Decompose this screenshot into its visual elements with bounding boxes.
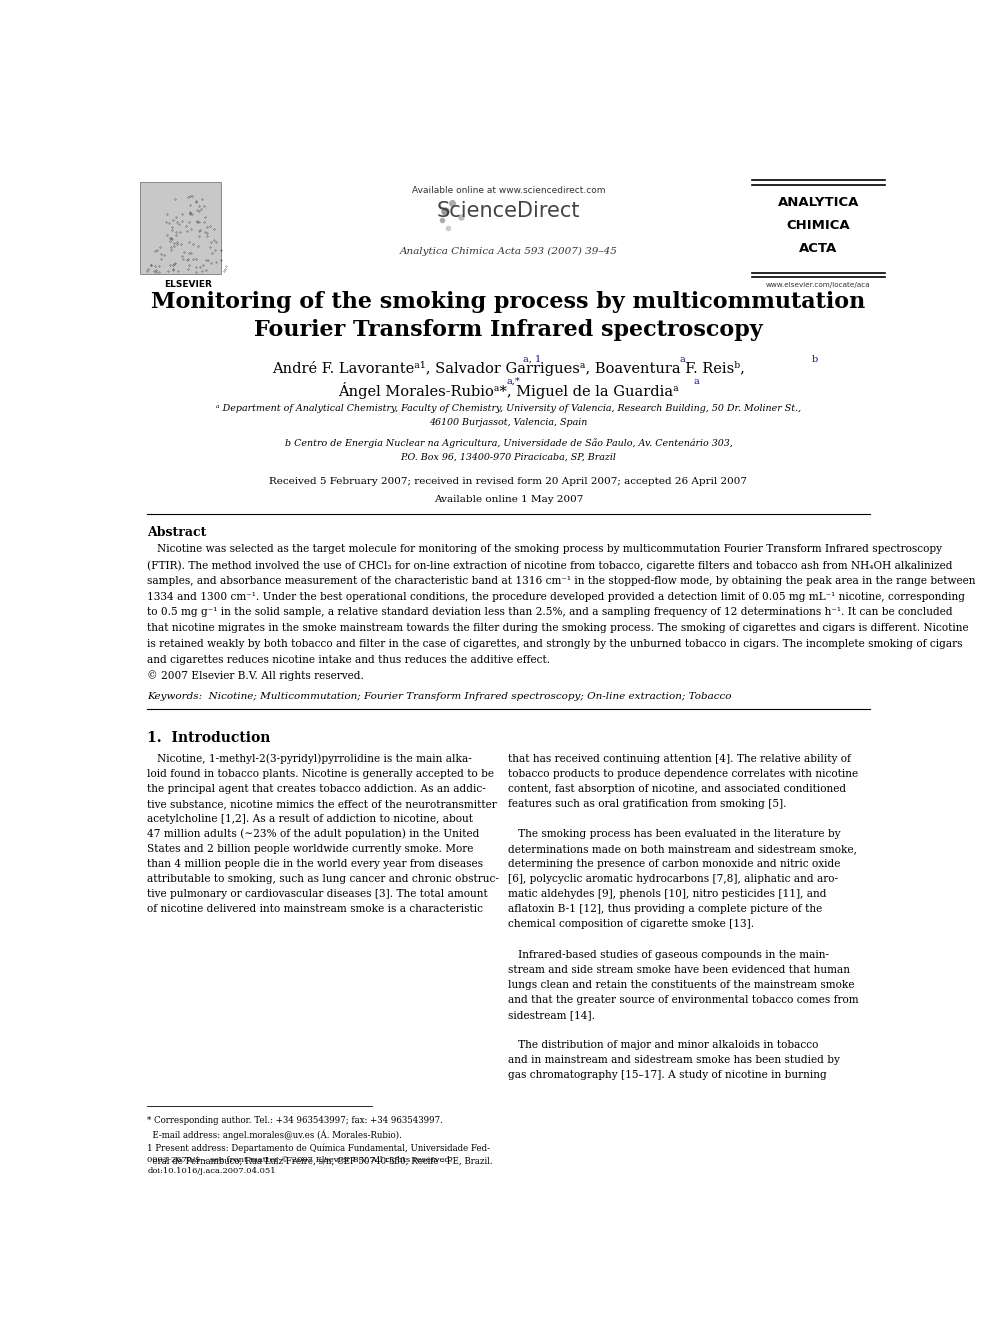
Text: 1.  Introduction: 1. Introduction <box>147 732 271 745</box>
Text: determining the presence of carbon monoxide and nitric oxide: determining the presence of carbon monox… <box>509 859 841 869</box>
Text: sidestream [14].: sidestream [14]. <box>509 1009 595 1020</box>
Text: and in mainstream and sidestream smoke has been studied by: and in mainstream and sidestream smoke h… <box>509 1054 840 1065</box>
Text: features such as oral gratification from smoking [5].: features such as oral gratification from… <box>509 799 787 808</box>
Text: The smoking process has been evaluated in the literature by: The smoking process has been evaluated i… <box>509 830 841 839</box>
Text: P.O. Box 96, 13400-970 Piracicaba, SP, Brazil: P.O. Box 96, 13400-970 Piracicaba, SP, B… <box>401 452 616 462</box>
Text: a,*: a,* <box>506 377 520 386</box>
Text: loid found in tobacco plants. Nicotine is generally accepted to be: loid found in tobacco plants. Nicotine i… <box>147 769 494 779</box>
Text: ScienceDirect: ScienceDirect <box>436 201 580 221</box>
Text: André F. Lavoranteᵃ¹, Salvador Garriguesᵃ, Boaventura F. Reisᵇ,: André F. Lavoranteᵃ¹, Salvador Garrigues… <box>272 360 745 376</box>
Text: 1 Present address: Departamento de Química Fundamental, Universidade Fed-: 1 Present address: Departamento de Quími… <box>147 1144 490 1154</box>
Text: www.elsevier.com/locate/aca: www.elsevier.com/locate/aca <box>766 282 871 288</box>
Text: ᵃ Department of Analytical Chemistry, Faculty of Chemistry, University of Valenc: ᵃ Department of Analytical Chemistry, Fa… <box>216 404 801 413</box>
Text: samples, and absorbance measurement of the characteristic band at 1316 cm⁻¹ in t: samples, and absorbance measurement of t… <box>147 576 976 586</box>
Text: tobacco products to produce dependence correlates with nicotine: tobacco products to produce dependence c… <box>509 769 858 779</box>
Bar <box>140 181 221 274</box>
Text: b: b <box>812 355 818 364</box>
Text: tive pulmonary or cardiovascular diseases [3]. The total amount: tive pulmonary or cardiovascular disease… <box>147 889 488 900</box>
Text: 46100 Burjassot, Valencia, Spain: 46100 Burjassot, Valencia, Spain <box>430 418 587 427</box>
Text: Ángel Morales-Rubioᵃ*, Miguel de la Guardiaᵃ: Ángel Morales-Rubioᵃ*, Miguel de la Guar… <box>338 382 679 400</box>
Text: a: a <box>693 377 699 386</box>
Text: 0003-2670/$ – see front matter © 2007 Elsevier B.V. All rights reserved.: 0003-2670/$ – see front matter © 2007 El… <box>147 1156 452 1164</box>
Text: the principal agent that creates tobacco addiction. As an addic-: the principal agent that creates tobacco… <box>147 783 486 794</box>
Text: Nicotine was selected as the target molecule for monitoring of the smoking proce: Nicotine was selected as the target mole… <box>147 544 942 554</box>
Text: Abstract: Abstract <box>147 525 206 538</box>
Text: ANALYTICA: ANALYTICA <box>778 196 859 209</box>
Text: acetylcholine [1,2]. As a result of addiction to nicotine, about: acetylcholine [1,2]. As a result of addi… <box>147 814 473 824</box>
Text: ACTA: ACTA <box>800 242 837 255</box>
Text: Analytica Chimica Acta 593 (2007) 39–45: Analytica Chimica Acta 593 (2007) 39–45 <box>400 247 617 257</box>
Text: a, 1: a, 1 <box>524 355 542 364</box>
Text: * Corresponding author. Tel.: +34 963543997; fax: +34 963543997.: * Corresponding author. Tel.: +34 963543… <box>147 1117 443 1126</box>
Text: attributable to smoking, such as lung cancer and chronic obstruc-: attributable to smoking, such as lung ca… <box>147 875 499 884</box>
Text: of nicotine delivered into mainstream smoke is a characteristic: of nicotine delivered into mainstream sm… <box>147 905 483 914</box>
Text: doi:10.1016/j.aca.2007.04.051: doi:10.1016/j.aca.2007.04.051 <box>147 1167 276 1175</box>
Text: Keywords:  Nicotine; Multicommutation; Fourier Transform Infrared spectroscopy; : Keywords: Nicotine; Multicommutation; Fo… <box>147 692 732 701</box>
Text: CHIMICA: CHIMICA <box>787 218 850 232</box>
Text: a: a <box>680 355 684 364</box>
Text: Monitoring of the smoking process by multicommutation
Fourier Transform Infrared: Monitoring of the smoking process by mul… <box>151 291 866 341</box>
Text: and that the greater source of environmental tobacco comes from: and that the greater source of environme… <box>509 995 859 1004</box>
Text: The distribution of major and minor alkaloids in tobacco: The distribution of major and minor alka… <box>509 1040 818 1050</box>
Text: Infrared-based studies of gaseous compounds in the main-: Infrared-based studies of gaseous compou… <box>509 950 829 959</box>
Text: aflatoxin B-1 [12], thus providing a complete picture of the: aflatoxin B-1 [12], thus providing a com… <box>509 905 822 914</box>
Text: Nicotine, 1-methyl-2(3-pyridyl)pyrrolidine is the main alka-: Nicotine, 1-methyl-2(3-pyridyl)pyrrolidi… <box>147 754 472 765</box>
Text: [6], polycyclic aromatic hydrocarbons [7,8], aliphatic and aro-: [6], polycyclic aromatic hydrocarbons [7… <box>509 875 838 884</box>
Text: b Centro de Energia Nuclear na Agricultura, Universidade de São Paulo, Av. Cente: b Centro de Energia Nuclear na Agricultu… <box>285 438 732 448</box>
Text: © 2007 Elsevier B.V. All rights reserved.: © 2007 Elsevier B.V. All rights reserved… <box>147 671 364 681</box>
Text: States and 2 billion people worldwide currently smoke. More: States and 2 billion people worldwide cu… <box>147 844 473 855</box>
Text: 47 million adults (∼23% of the adult population) in the United: 47 million adults (∼23% of the adult pop… <box>147 830 479 840</box>
Text: that has received continuing attention [4]. The relative ability of: that has received continuing attention [… <box>509 754 851 763</box>
Text: 1334 and 1300 cm⁻¹. Under the best operational conditions, the procedure develop: 1334 and 1300 cm⁻¹. Under the best opera… <box>147 591 965 602</box>
Text: that nicotine migrates in the smoke mainstream towards the filter during the smo: that nicotine migrates in the smoke main… <box>147 623 969 634</box>
Text: ELSEVIER: ELSEVIER <box>165 280 212 290</box>
Text: gas chromatography [15–17]. A study of nicotine in burning: gas chromatography [15–17]. A study of n… <box>509 1070 827 1080</box>
Text: than 4 million people die in the world every year from diseases: than 4 million people die in the world e… <box>147 859 483 869</box>
Text: (FTIR). The method involved the use of CHCl₃ for on-line extraction of nicotine : (FTIR). The method involved the use of C… <box>147 560 952 570</box>
Text: lungs clean and retain the constituents of the mainstream smoke: lungs clean and retain the constituents … <box>509 980 855 990</box>
Text: determinations made on both mainstream and sidestream smoke,: determinations made on both mainstream a… <box>509 844 857 855</box>
Text: Available online 1 May 2007: Available online 1 May 2007 <box>434 495 583 504</box>
Text: Available online at www.sciencedirect.com: Available online at www.sciencedirect.co… <box>412 185 605 194</box>
Text: matic aldehydes [9], phenols [10], nitro pesticides [11], and: matic aldehydes [9], phenols [10], nitro… <box>509 889 827 900</box>
Text: and cigarettes reduces nicotine intake and thus reduces the additive effect.: and cigarettes reduces nicotine intake a… <box>147 655 551 664</box>
Text: stream and side stream smoke have been evidenced that human: stream and side stream smoke have been e… <box>509 964 850 975</box>
Text: chemical composition of cigarette smoke [13].: chemical composition of cigarette smoke … <box>509 919 755 929</box>
Text: to 0.5 mg g⁻¹ in the solid sample, a relative standard deviation less than 2.5%,: to 0.5 mg g⁻¹ in the solid sample, a rel… <box>147 607 953 618</box>
Text: eral de Pernambuco, Rua Luiz Freire, s/n, CEP 50740-550, Recife - PE, Brazil.: eral de Pernambuco, Rua Luiz Freire, s/n… <box>147 1158 493 1166</box>
Text: E-mail address: angel.morales@uv.es (Á. Morales-Rubio).: E-mail address: angel.morales@uv.es (Á. … <box>147 1130 402 1140</box>
Text: content, fast absorption of nicotine, and associated conditioned: content, fast absorption of nicotine, an… <box>509 783 846 794</box>
Text: Received 5 February 2007; received in revised form 20 April 2007; accepted 26 Ap: Received 5 February 2007; received in re… <box>270 478 747 486</box>
Text: is retained weakly by both tobacco and filter in the case of cigarettes, and str: is retained weakly by both tobacco and f… <box>147 639 963 650</box>
Text: tive substance, nicotine mimics the effect of the neurotransmitter: tive substance, nicotine mimics the effe… <box>147 799 497 808</box>
